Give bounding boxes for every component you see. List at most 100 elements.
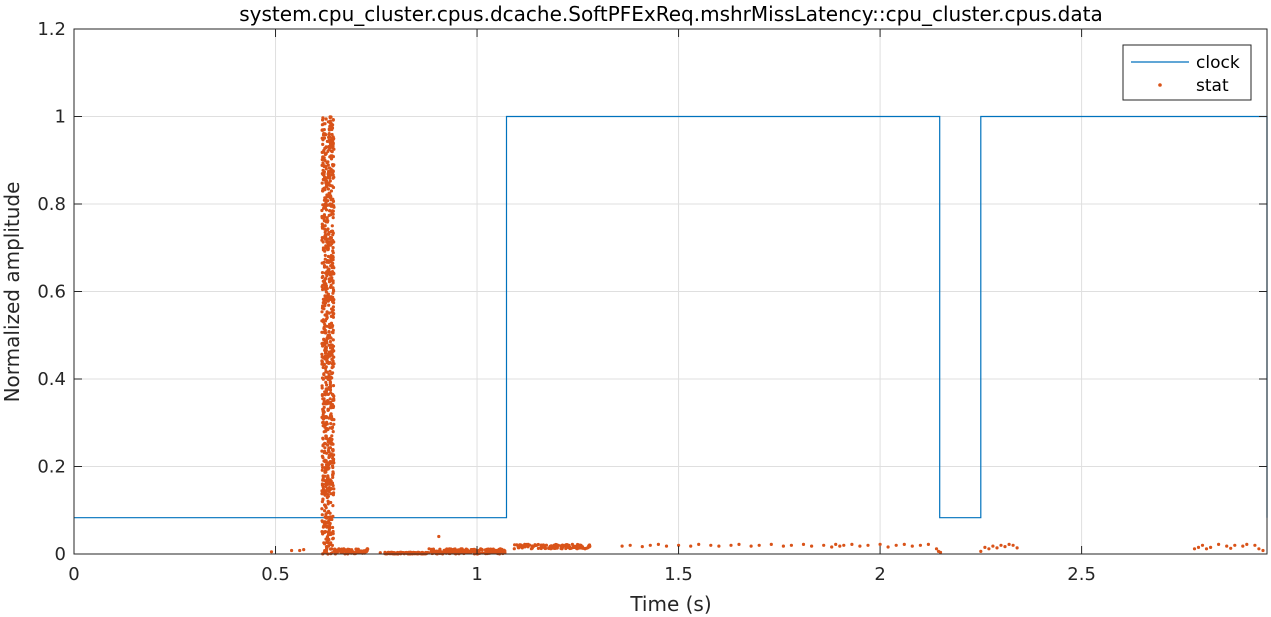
stat-point: [322, 264, 327, 268]
stat-point: [354, 547, 358, 551]
stat-point: [332, 204, 336, 208]
x-tick-label: 0: [68, 564, 79, 585]
stat-point: [324, 387, 328, 391]
stat-point: [320, 507, 324, 511]
stat-point: [332, 491, 336, 495]
stat-point: [324, 380, 328, 384]
stat-point: [331, 484, 335, 488]
stat-point: [332, 289, 336, 293]
stat-point: [331, 164, 335, 168]
stat-point: [326, 172, 330, 176]
stat-point: [329, 500, 333, 505]
stat-point: [983, 545, 987, 550]
stat-point: [555, 546, 559, 550]
stat-point: [351, 550, 355, 554]
stat-point: [321, 465, 325, 470]
stat-point: [331, 532, 335, 536]
stat-point: [789, 543, 794, 547]
stat-point: [1015, 546, 1019, 550]
stat-point: [328, 140, 332, 144]
stat-point: [320, 500, 324, 504]
stat-point: [326, 292, 330, 296]
stat-point: [512, 547, 516, 551]
stat-point: [343, 549, 347, 553]
stat-point: [324, 117, 328, 121]
stat-point: [321, 402, 325, 406]
stat-point: [834, 542, 838, 547]
stat-point: [322, 338, 326, 342]
stat-point: [423, 551, 428, 556]
stat-point: [330, 543, 334, 548]
stat-point: [362, 549, 366, 553]
stat-point: [323, 158, 327, 162]
stat-point: [324, 346, 328, 350]
stat-point: [324, 512, 328, 516]
stat-point: [664, 544, 669, 548]
stat-point: [878, 542, 882, 547]
stat-point: [329, 547, 333, 551]
stat-point: [323, 322, 327, 327]
stat-point: [321, 365, 325, 370]
stat-point: [452, 550, 456, 554]
stat-point: [477, 548, 481, 553]
legend-clock-label: clock: [1196, 53, 1240, 73]
stat-point: [1209, 545, 1213, 550]
stat-point: [321, 377, 325, 381]
stat-point: [442, 548, 446, 552]
x-tick-label: 2.5: [1067, 564, 1096, 585]
stat-point: [749, 544, 753, 548]
stat-point: [569, 546, 573, 550]
stat-point: [330, 136, 335, 140]
stat-point: [1200, 543, 1205, 547]
stat-point: [850, 542, 854, 547]
stat-point: [331, 465, 335, 470]
stat-point: [324, 179, 328, 183]
stat-point: [321, 444, 325, 448]
stat-point: [328, 380, 332, 385]
stat-point: [331, 238, 335, 243]
stat-point: [328, 193, 332, 197]
stat-point: [325, 265, 329, 269]
stat-point: [320, 519, 324, 523]
stat-point: [757, 543, 761, 547]
stat-point: [323, 509, 327, 513]
stat-point: [332, 422, 336, 426]
stat-point: [330, 434, 334, 438]
stat-point: [858, 544, 862, 548]
stat-point: [321, 142, 325, 146]
stat-point: [330, 437, 334, 441]
stat-point: [322, 397, 326, 401]
stat-point: [389, 550, 393, 555]
stat-point: [1229, 546, 1233, 550]
stat-point: [902, 542, 906, 547]
stat-point: [326, 175, 330, 179]
stat-point: [325, 370, 329, 374]
stat-point: [323, 196, 327, 200]
stat-point: [628, 543, 632, 547]
stat-point: [321, 409, 325, 413]
stat-point: [497, 548, 502, 553]
stat-point: [324, 341, 328, 345]
stat-point: [323, 253, 327, 257]
stat-point: [328, 488, 332, 492]
stat-point: [620, 544, 624, 548]
stat-point: [328, 397, 332, 401]
stat-point: [331, 295, 335, 299]
stat-point: [323, 441, 327, 445]
stat-point: [328, 413, 333, 417]
stat-point: [326, 399, 330, 403]
y-tick-label: 0.8: [37, 194, 66, 215]
stat-point: [325, 218, 329, 222]
stat-point: [328, 255, 332, 259]
stat-point: [323, 237, 327, 241]
stat-point: [1003, 545, 1007, 549]
stat-point: [328, 183, 332, 188]
stat-point: [320, 310, 324, 314]
stat-point: [1241, 544, 1245, 548]
stat-point: [358, 550, 362, 554]
stat-point: [331, 216, 335, 220]
stat-point: [326, 474, 330, 478]
legend: clock stat: [1122, 44, 1252, 101]
stat-point: [464, 550, 468, 555]
stat-point: [842, 543, 846, 547]
